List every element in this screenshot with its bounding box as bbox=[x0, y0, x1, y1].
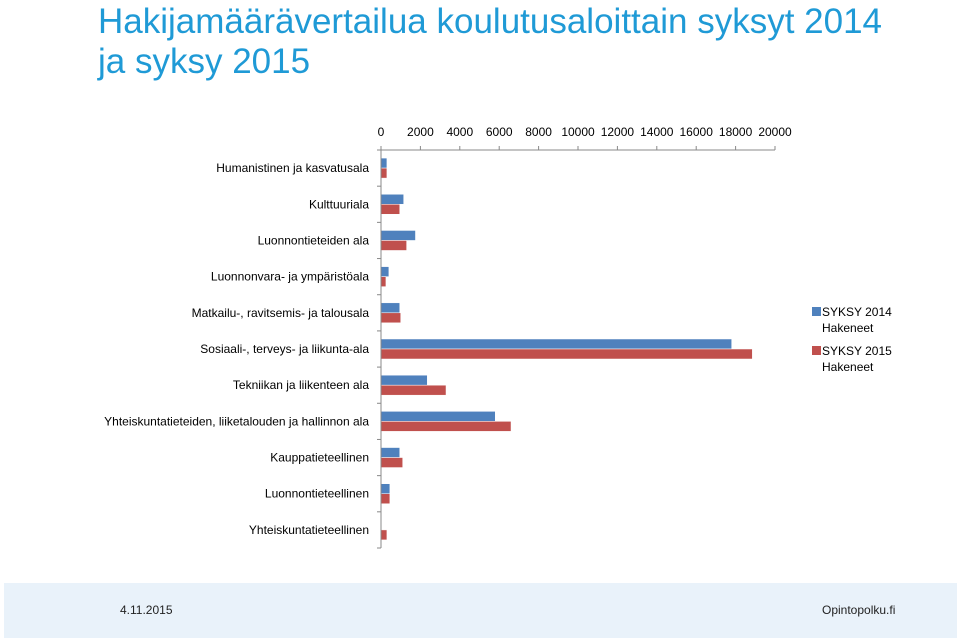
legend-label: Hakeneet bbox=[822, 321, 874, 335]
y-tick-label: Matkailu-, ravitsemis- ja talousala bbox=[192, 306, 370, 320]
x-tick-label: 18000 bbox=[719, 125, 753, 139]
bar bbox=[380, 157, 388, 169]
plot-area bbox=[380, 157, 753, 541]
y-tick-label: Yhteiskuntatieteiden, liiketalouden ja h… bbox=[104, 414, 369, 428]
bar bbox=[380, 374, 428, 386]
y-tick-label: Kulttuuriala bbox=[309, 197, 369, 211]
bar bbox=[380, 447, 400, 458]
x-tick-label: 2000 bbox=[407, 125, 434, 139]
bar bbox=[380, 194, 404, 205]
bar bbox=[380, 230, 416, 241]
footer-site: Opintopolku.fi bbox=[822, 603, 896, 617]
legend-label: SYKSY 2015 bbox=[822, 344, 892, 358]
bar bbox=[380, 411, 496, 422]
footer-date: 4.11.2015 bbox=[120, 603, 173, 617]
page-title: Hakijamäärävertailua koulutusaloittain s… bbox=[98, 2, 883, 81]
bar bbox=[380, 421, 512, 432]
y-tick-label: Humanistinen ja kasvatusala bbox=[216, 161, 369, 175]
legend: SYKSY 2014 Hakeneet SYKSY 2015 Hakeneet bbox=[812, 305, 892, 374]
bar bbox=[380, 312, 401, 324]
x-tick-label: 10000 bbox=[561, 125, 595, 139]
bar bbox=[380, 167, 388, 179]
bar bbox=[380, 338, 732, 350]
x-tick-label: 0 bbox=[378, 125, 385, 139]
x-axis: 0 2000 4000 6000 8000 10000 12000 14000 16000 180… bbox=[378, 125, 792, 150]
x-tick-label: 12000 bbox=[601, 125, 635, 139]
bar bbox=[380, 529, 388, 541]
bar bbox=[380, 302, 400, 314]
bar bbox=[380, 457, 403, 468]
bar bbox=[380, 266, 390, 277]
bar bbox=[380, 348, 753, 360]
y-tick-label: Kauppatieteellinen bbox=[270, 451, 369, 465]
x-tick-label: 14000 bbox=[640, 125, 674, 139]
bar-chart: 0 2000 4000 6000 8000 10000 12000 14000 16000 180… bbox=[104, 125, 892, 549]
bar bbox=[380, 276, 387, 287]
y-tick-label: Yhteiskuntatieteellinen bbox=[249, 523, 369, 537]
x-tick-label: 4000 bbox=[446, 125, 473, 139]
footer-band bbox=[4, 583, 957, 638]
x-tick-label: 8000 bbox=[525, 125, 552, 139]
legend-label: Hakeneet bbox=[822, 360, 874, 374]
y-tick-label: Luonnontieteiden ala bbox=[258, 233, 370, 247]
legend-label: SYKSY 2014 bbox=[822, 305, 892, 319]
bar bbox=[380, 483, 391, 494]
y-tick-label: Luonnontieteellinen bbox=[265, 487, 369, 501]
y-tick-label: Sosiaali-, terveys- ja liikunta-ala bbox=[200, 342, 369, 356]
legend-swatch bbox=[812, 307, 821, 316]
x-tick-label: 6000 bbox=[486, 125, 513, 139]
x-tick-label: 20000 bbox=[758, 125, 792, 139]
y-tick-label: Luonnonvara- ja ympäristöala bbox=[211, 270, 369, 284]
x-tick-label: 16000 bbox=[680, 125, 714, 139]
bar bbox=[380, 384, 447, 396]
axis-lines bbox=[380, 149, 775, 548]
bar bbox=[380, 240, 407, 251]
bar bbox=[380, 493, 391, 504]
legend-swatch bbox=[812, 346, 821, 355]
bar bbox=[380, 204, 400, 215]
y-tick-label: Tekniikan ja liikenteen ala bbox=[233, 378, 369, 392]
y-axis: Humanistinen ja kasvatusala Kulttuuriala L… bbox=[104, 149, 381, 549]
